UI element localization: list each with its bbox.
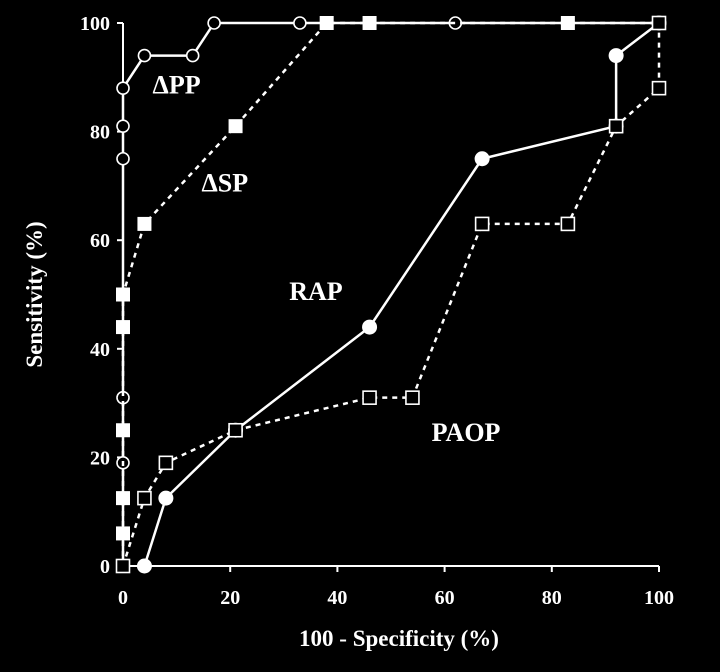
data-point-delta-pp xyxy=(293,16,307,30)
y-tick-label: 100 xyxy=(80,13,110,35)
x-tick-label: 80 xyxy=(542,587,562,609)
series-layer xyxy=(115,15,667,574)
data-point-paop xyxy=(651,80,667,96)
data-point-rap xyxy=(362,319,378,335)
data-point-paop xyxy=(560,216,576,232)
x-tick-label: 40 xyxy=(327,587,347,609)
series-annotation-paop: PAOP xyxy=(432,418,501,447)
data-point-paop xyxy=(651,15,667,31)
x-tick-label: 100 xyxy=(644,587,674,609)
y-tick-label: 0 xyxy=(100,556,110,578)
data-point-delta-pp xyxy=(137,48,152,63)
data-point-delta-sp xyxy=(116,491,130,506)
labels-layer: 100 - Specificity (%) Sensitivity (%) ΔPP Δ… xyxy=(22,71,501,651)
data-point-paop xyxy=(405,390,420,405)
data-point-delta-sp xyxy=(228,119,243,134)
data-point-delta-pp xyxy=(116,119,130,133)
data-point-delta-sp xyxy=(116,526,130,541)
y-tick-label: 80 xyxy=(90,122,110,144)
series-annotation-delta-sp: ΔSP xyxy=(202,168,249,197)
series-line-delta-pp xyxy=(121,21,659,566)
data-point-delta-sp xyxy=(319,16,334,30)
data-point-delta-sp xyxy=(116,287,130,302)
data-point-delta-sp xyxy=(116,423,130,438)
data-point-delta-pp xyxy=(116,81,130,95)
series-line-rap xyxy=(143,22,660,567)
data-point-paop xyxy=(115,558,131,574)
y-tick-label: 60 xyxy=(90,230,110,252)
data-point-delta-sp xyxy=(362,16,377,30)
axes: 0 20 40 60 80 100 0 20 40 60 80 100 xyxy=(80,13,674,609)
data-point-rap xyxy=(608,48,624,64)
data-point-paop xyxy=(158,455,174,471)
data-point-delta-pp xyxy=(185,48,200,63)
series-rap xyxy=(136,15,667,574)
data-point-delta-sp xyxy=(116,320,130,335)
x-tick-label: 0 xyxy=(118,587,128,609)
y-axis-title: Sensitivity (%) xyxy=(22,221,47,367)
y-tick-label: 40 xyxy=(90,339,110,361)
series-annotation-delta-pp: ΔPP xyxy=(153,71,201,100)
data-point-delta-pp xyxy=(207,16,221,30)
x-tick-label: 20 xyxy=(220,587,240,609)
data-point-delta-pp xyxy=(116,151,130,166)
data-point-paop xyxy=(228,422,243,438)
data-point-paop xyxy=(362,390,377,405)
data-point-rap xyxy=(136,558,152,574)
x-tick-label: 60 xyxy=(435,587,455,609)
y-tick-label: 20 xyxy=(90,447,110,469)
x-axis-title: 100 - Specificity (%) xyxy=(299,626,499,651)
series-paop xyxy=(115,15,667,574)
data-point-delta-sp xyxy=(137,216,152,231)
data-point-delta-sp xyxy=(560,16,575,30)
data-point-paop xyxy=(137,490,152,506)
data-point-rap xyxy=(158,490,174,506)
data-point-paop xyxy=(474,216,490,232)
series-annotation-rap: RAP xyxy=(289,277,343,306)
data-point-rap xyxy=(474,151,490,167)
data-point-paop xyxy=(608,118,624,134)
